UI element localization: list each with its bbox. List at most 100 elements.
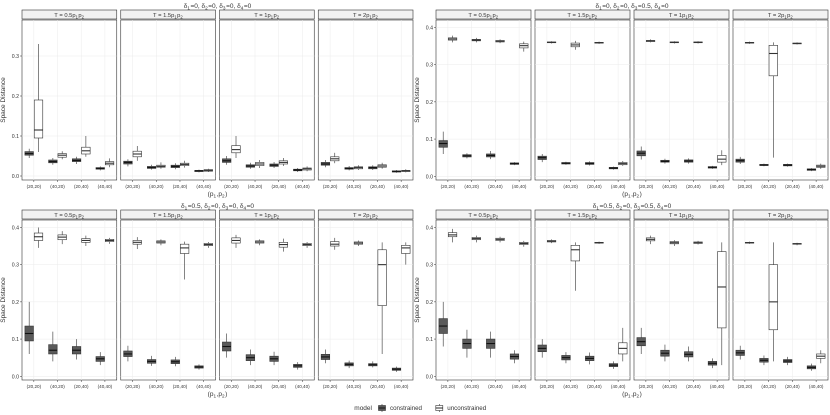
box-unconstrained — [180, 243, 190, 254]
facet-panel — [435, 219, 532, 381]
x-axis-label: (p1 ,p2 ) — [208, 191, 228, 199]
facet-panel — [732, 19, 829, 181]
x-tick-label: (40,40) — [394, 384, 409, 389]
facet-panel — [435, 19, 532, 181]
facet-strip — [732, 9, 829, 20]
x-tick-label: (20,40) — [686, 384, 701, 389]
y-tick-label: 0.0 — [12, 174, 19, 180]
box-unconstrained — [33, 99, 44, 139]
x-tick-label: (20,40) — [587, 184, 602, 189]
x-tick-label: (20,40) — [686, 184, 701, 189]
y-tick-label: 0.2 — [12, 94, 19, 100]
x-tick-label: (20,40) — [74, 384, 89, 389]
legend-label-unconstrained: unconstrained — [447, 405, 486, 412]
facet-panel — [219, 219, 315, 381]
facet-label: T = 0.5p1 p2 — [468, 13, 498, 19]
x-tick-label: (40,40) — [611, 384, 626, 389]
x-tick-label: (20,20) — [738, 184, 753, 189]
group-title: δ1 =0.5, δ2 =0, δ3 =0.5, δ4 =0 — [593, 203, 672, 211]
box-unconstrained — [377, 249, 387, 306]
group-title: δ1 =0.5, δ2 =0, δ3 =0, δ4 =0 — [181, 203, 254, 211]
facet-strip — [21, 209, 118, 220]
y-tick-label: 0.3 — [426, 63, 433, 69]
x-tick-label: (40,40) — [809, 184, 824, 189]
x-tick-label: (20,20) — [540, 184, 555, 189]
group-title: δ1 =0, δ2 =0, δ3 =0, δ4 =0 — [184, 3, 252, 11]
facet-strip — [534, 209, 631, 220]
x-tick-label: (40,40) — [611, 184, 626, 189]
box-unconstrained — [717, 251, 727, 329]
x-tick-label: (20,20) — [540, 384, 555, 389]
x-tick-label: (20,20) — [27, 184, 42, 189]
x-axis-label: (p1 ,p2 ) — [622, 391, 642, 399]
y-tick-label: 0.2 — [426, 100, 433, 106]
x-tick-label: (20,20) — [125, 184, 140, 189]
y-tick-label: 0.4 — [12, 225, 19, 231]
x-tick-label: (20,40) — [271, 384, 286, 389]
x-tick-label: (20,40) — [785, 384, 800, 389]
facet-panel — [317, 219, 414, 381]
facet-label: T = 2p1 p2 — [353, 13, 379, 19]
facet-strip — [219, 9, 315, 20]
x-tick-label: (20,40) — [488, 384, 503, 389]
facet-panel — [534, 219, 631, 381]
legend-label-constrained: constrained — [390, 405, 423, 412]
facet-panel — [633, 19, 730, 181]
facet-strip — [534, 9, 631, 20]
x-tick-label: (20,40) — [370, 184, 385, 189]
facet-label: T = 1p1 p2 — [669, 13, 695, 19]
x-tick-label: (20,40) — [488, 184, 503, 189]
y-tick-label: 0.0 — [426, 374, 433, 380]
facet-strip — [120, 9, 216, 20]
facet-label: T = 2p1 p2 — [768, 213, 794, 219]
x-tick-label: (40,20) — [149, 184, 164, 189]
y-tick-label: 0.1 — [426, 137, 433, 143]
facet-panel — [732, 219, 829, 381]
y-tick-label: 0.0 — [12, 374, 19, 380]
y-tick-label: 0.1 — [426, 337, 433, 343]
y-tick-label: 0.1 — [12, 337, 19, 343]
x-tick-label: (40,40) — [710, 384, 725, 389]
x-tick-label: (40,40) — [512, 384, 527, 389]
x-tick-label: (40,20) — [761, 184, 776, 189]
facet-label: T = 1.5p1 p2 — [153, 13, 183, 19]
x-tick-label: (40,20) — [50, 384, 65, 389]
x-tick-label: (20,40) — [74, 184, 89, 189]
facet-strip — [317, 9, 414, 20]
facet-panel — [534, 19, 631, 181]
facet-label: T = 1p1 p2 — [254, 213, 280, 219]
x-tick-label: (40,40) — [98, 384, 113, 389]
facet-strip — [120, 209, 216, 220]
legend-title: model — [354, 405, 372, 412]
x-tick-label: (20,40) — [271, 184, 286, 189]
facet-strip — [732, 209, 829, 220]
x-tick-label: (40,20) — [248, 184, 263, 189]
x-tick-label: (40,40) — [196, 384, 211, 389]
box-unconstrained — [570, 245, 580, 262]
y-tick-label: 0.3 — [12, 54, 19, 60]
facet-label: T = 2p1 p2 — [768, 13, 794, 19]
x-tick-label: (20,20) — [441, 384, 456, 389]
y-axis-label: Space Distance — [0, 277, 7, 323]
x-tick-label: (20,20) — [738, 384, 753, 389]
x-tick-label: (40,40) — [512, 184, 527, 189]
x-tick-label: (20,40) — [785, 184, 800, 189]
x-tick-label: (20,20) — [323, 184, 338, 189]
facet-strip — [21, 9, 118, 20]
y-axis-label: Space Distance — [0, 77, 7, 123]
x-tick-label: (40,20) — [347, 384, 362, 389]
facet-label: T = 1p1 p2 — [669, 213, 695, 219]
x-tick-label: (20,20) — [639, 384, 654, 389]
y-tick-label: 0.4 — [426, 25, 433, 31]
box-unconstrained — [401, 245, 411, 254]
box-unconstrained — [768, 45, 778, 77]
x-tick-label: (20,20) — [224, 184, 239, 189]
y-tick-label: 0.2 — [426, 300, 433, 306]
box-unconstrained — [768, 264, 778, 331]
x-tick-label: (20,20) — [224, 384, 239, 389]
x-tick-label: (40,20) — [563, 184, 578, 189]
x-tick-label: (20,40) — [587, 384, 602, 389]
x-tick-label: (40,40) — [295, 384, 310, 389]
facet-label: T = 0.5p1 p2 — [54, 213, 84, 219]
facet-strip — [317, 209, 414, 220]
